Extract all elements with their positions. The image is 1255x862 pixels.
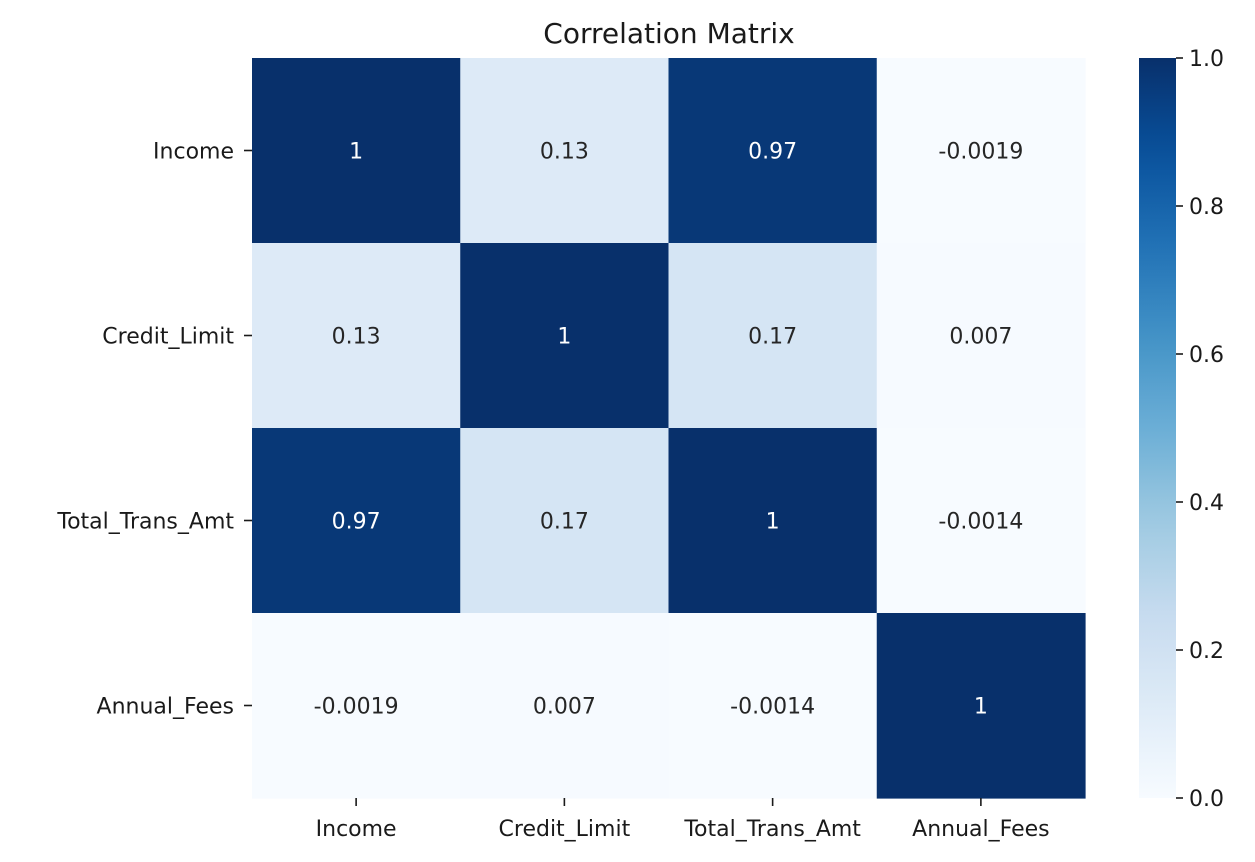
heatmap-cell-1-3 xyxy=(876,243,1086,429)
heatmap-cell-2-0 xyxy=(252,428,461,614)
cell-annotation-3-0: -0.0019 xyxy=(314,695,399,720)
x-axis: Income Credit_Limit Total_Trans_Amt Annual_… xyxy=(316,798,1050,842)
colorbar-tick-label-3: 0.6 xyxy=(1189,343,1224,368)
y-axis: Income Credit_Limit Total_Trans_Amt Annual_… xyxy=(56,140,252,720)
heatmap-cell-2-1 xyxy=(460,428,670,614)
cell-annotation-1-2: 0.17 xyxy=(748,325,797,350)
colorbar-tick-label-0: 0.0 xyxy=(1189,787,1224,812)
x-tick-label-2: Total_Trans_Amt xyxy=(683,817,861,842)
cell-annotation-0-0: 1 xyxy=(349,140,363,165)
heatmap-cell-3-0 xyxy=(252,613,461,799)
y-tick-label-1: Credit_Limit xyxy=(102,325,234,350)
cell-annotation-0-1: 0.13 xyxy=(540,140,589,165)
heatmap-cell-2-2 xyxy=(668,428,878,614)
colorbar-gradient xyxy=(1139,58,1176,798)
cell-annotation-0-2: 0.97 xyxy=(748,140,797,165)
colorbar-tick-label-5: 1.0 xyxy=(1189,47,1224,72)
colorbar-tick-label-4: 0.8 xyxy=(1189,195,1224,220)
cell-annotation-3-1: 0.007 xyxy=(533,695,596,720)
heatmap-cell-1-1 xyxy=(460,243,670,429)
colorbar: 0.0 0.2 0.4 0.6 0.8 1.0 xyxy=(1139,47,1224,812)
heatmap-cell-0-2 xyxy=(668,58,878,244)
colorbar-tick-label-1: 0.2 xyxy=(1189,639,1224,664)
heatmap-cell-3-3 xyxy=(876,613,1086,799)
heatmap-cell-3-1 xyxy=(460,613,670,799)
cell-annotation-0-3: -0.0019 xyxy=(938,140,1023,165)
cell-annotation-2-2: 1 xyxy=(766,510,780,535)
x-tick-label-3: Annual_Fees xyxy=(912,817,1049,842)
heatmap-cell-1-2 xyxy=(668,243,878,429)
heatmap-cell-1-0 xyxy=(252,243,461,429)
heatmap-cell-0-1 xyxy=(460,58,670,244)
x-tick-label-1: Credit_Limit xyxy=(499,817,631,842)
cell-annotation-3-3: 1 xyxy=(974,695,988,720)
colorbar-tick-label-2: 0.4 xyxy=(1189,491,1224,516)
heatmap-cell-0-3 xyxy=(876,58,1086,244)
cell-annotation-1-1: 1 xyxy=(557,325,571,350)
y-tick-label-2: Total_Trans_Amt xyxy=(56,510,234,535)
heatmap-cell-2-3 xyxy=(876,428,1086,614)
heatmap-cell-3-2 xyxy=(668,613,878,799)
cell-annotation-3-2: -0.0014 xyxy=(730,695,815,720)
y-tick-label-3: Annual_Fees xyxy=(97,695,234,720)
cell-annotation-1-0: 0.13 xyxy=(332,325,381,350)
heatmap-cell-0-0 xyxy=(252,58,461,244)
cell-annotation-2-0: 0.97 xyxy=(332,510,381,535)
chart-title: Correlation Matrix xyxy=(543,17,794,50)
cell-annotation-2-1: 0.17 xyxy=(540,510,589,535)
y-tick-label-0: Income xyxy=(153,140,234,165)
x-tick-label-0: Income xyxy=(316,817,397,842)
heatmap-cells xyxy=(252,58,1086,799)
cell-annotation-2-3: -0.0014 xyxy=(938,510,1023,535)
cell-annotation-1-3: 0.007 xyxy=(949,325,1012,350)
cell-annotations: 1 0.13 0.97 -0.0019 0.13 1 0.17 0.007 0.97 0.17 1 -… xyxy=(314,140,1024,720)
